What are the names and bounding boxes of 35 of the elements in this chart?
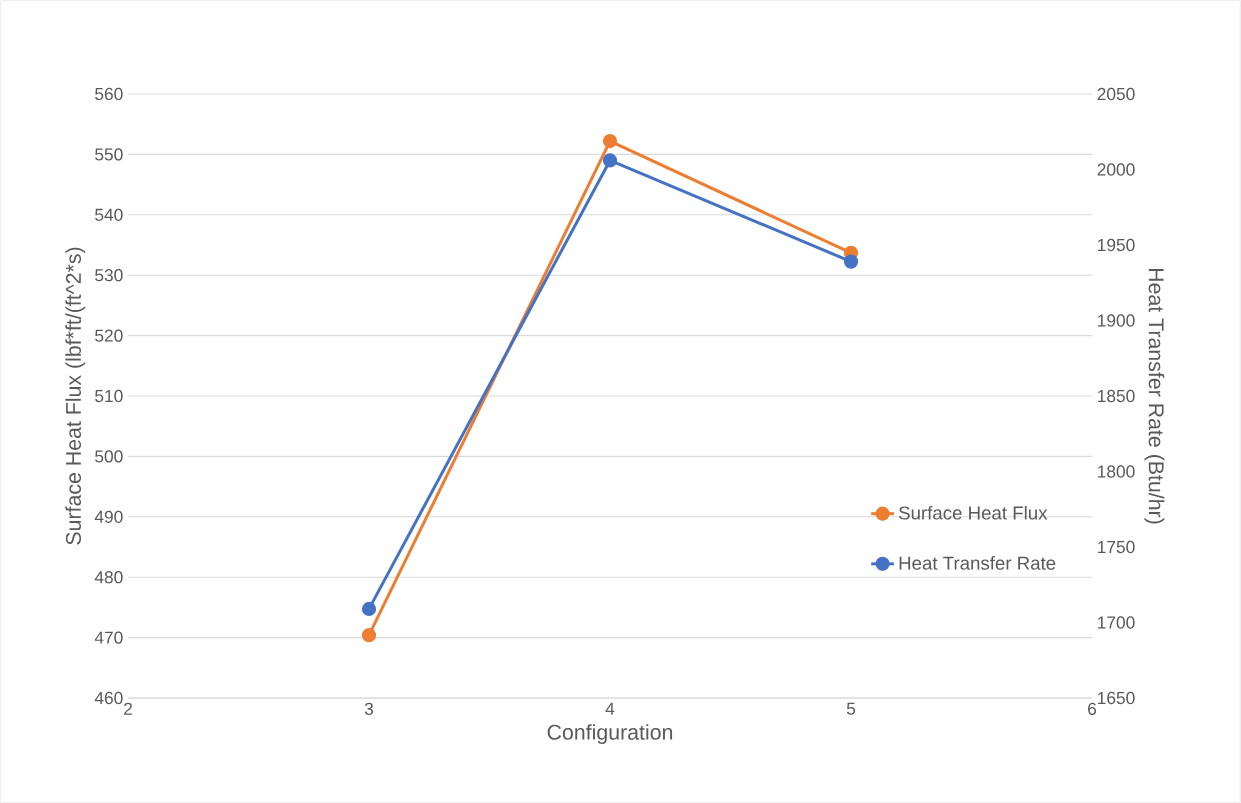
y-tick-label: 480 bbox=[94, 571, 123, 584]
x-tick-label: 6 bbox=[1088, 702, 1097, 715]
legend-label: Heat Transfer Rate bbox=[899, 556, 1056, 570]
y-tick-label: 520 bbox=[95, 329, 123, 342]
y-tick-label: 530 bbox=[95, 269, 123, 282]
x-tick-label: 3 bbox=[364, 702, 374, 715]
y2-tick-label: 1900 bbox=[1098, 314, 1135, 327]
y2-tick-label: 2000 bbox=[1097, 163, 1135, 176]
point bbox=[843, 254, 859, 269]
y-tick-label: 510 bbox=[95, 389, 123, 403]
y-axis-title: Surface Heat Flux (lbf*ft/(ft^2*s) bbox=[65, 247, 86, 545]
y-tick-label: 460 bbox=[94, 691, 123, 705]
y-tick-label: 470 bbox=[94, 631, 123, 644]
x-tick-label: 5 bbox=[846, 702, 856, 715]
point bbox=[602, 134, 618, 149]
y2-axis-title: Heat Transfer Rate (Btu/hr) bbox=[1144, 268, 1165, 524]
y2-tick-label: 1750 bbox=[1098, 540, 1135, 554]
x-tick-label: 4 bbox=[605, 702, 615, 715]
y-tick-label: 550 bbox=[95, 148, 123, 161]
y-tick-label: 540 bbox=[95, 208, 123, 221]
y-tick-label: 560 bbox=[95, 87, 123, 101]
y2-tick-label: 1950 bbox=[1098, 238, 1135, 252]
y2-tick-label: 1850 bbox=[1098, 389, 1135, 403]
y-tick-label: 500 bbox=[95, 450, 123, 463]
point bbox=[361, 601, 377, 617]
y2-tick-label: 2050 bbox=[1097, 87, 1135, 101]
legend-label: Surface Heat Flux bbox=[898, 505, 1048, 520]
y2-tick-label: 1650 bbox=[1098, 691, 1135, 705]
point bbox=[602, 153, 618, 168]
y-tick-label: 490 bbox=[94, 510, 123, 523]
x-tick-label: 2 bbox=[124, 702, 132, 715]
x-axis-title: Configuration bbox=[547, 724, 673, 745]
point bbox=[361, 628, 377, 643]
y2-tick-label: 1800 bbox=[1098, 465, 1135, 478]
y2-tick-label: 1700 bbox=[1098, 616, 1135, 629]
